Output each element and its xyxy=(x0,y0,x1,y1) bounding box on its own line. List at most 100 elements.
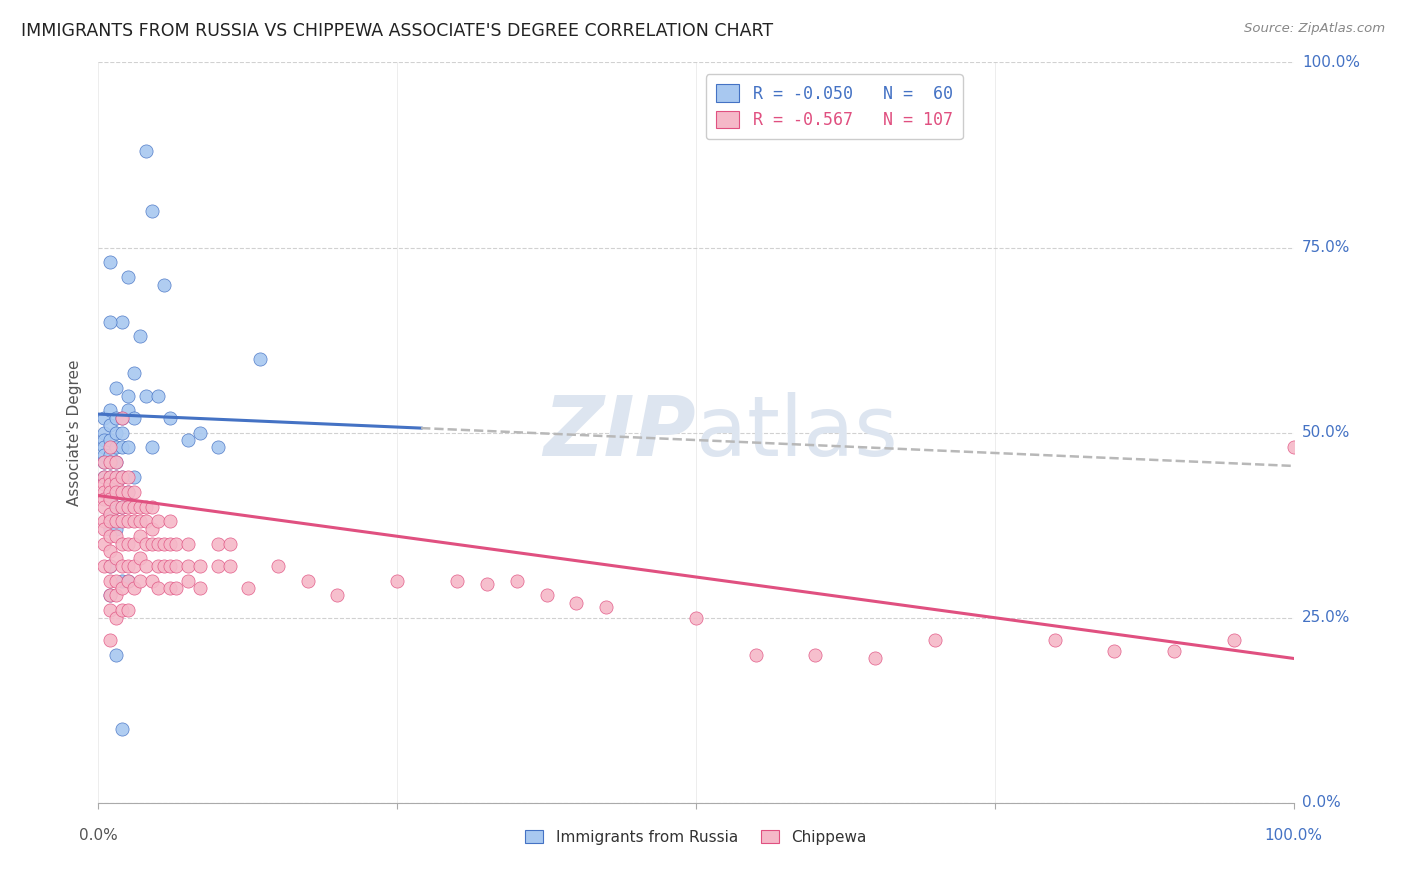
Point xyxy=(326,589,349,603)
Point xyxy=(111,500,134,514)
Point xyxy=(506,574,529,588)
Point xyxy=(117,484,139,499)
Point xyxy=(105,425,128,440)
Point xyxy=(117,558,139,573)
Point xyxy=(93,448,115,462)
Point xyxy=(135,145,157,159)
Point xyxy=(105,551,128,566)
Point xyxy=(1223,632,1246,647)
Point xyxy=(98,544,122,558)
Point xyxy=(93,455,115,469)
Point xyxy=(93,500,115,514)
Point xyxy=(93,536,115,550)
Point xyxy=(117,470,139,484)
Point xyxy=(111,722,134,736)
Text: 25.0%: 25.0% xyxy=(1302,610,1350,625)
Point xyxy=(159,558,181,573)
Point xyxy=(135,500,157,514)
Point xyxy=(98,448,122,462)
Point xyxy=(1282,441,1305,455)
Point xyxy=(207,558,229,573)
Point xyxy=(165,536,187,550)
Point xyxy=(117,484,139,499)
Point xyxy=(159,536,181,550)
Point xyxy=(148,581,170,595)
Point xyxy=(117,270,139,285)
Point xyxy=(129,329,152,343)
Point xyxy=(124,470,146,484)
Y-axis label: Associate's Degree: Associate's Degree xyxy=(67,359,83,506)
Point xyxy=(141,441,163,455)
Point xyxy=(93,515,115,529)
Point xyxy=(153,277,176,292)
Point xyxy=(267,558,290,573)
Point xyxy=(93,455,115,469)
Text: Source: ZipAtlas.com: Source: ZipAtlas.com xyxy=(1244,22,1385,36)
Point xyxy=(98,433,122,447)
Point xyxy=(98,507,122,521)
Point xyxy=(207,441,229,455)
Point xyxy=(188,425,211,440)
Point xyxy=(105,477,128,491)
Point xyxy=(1043,632,1066,647)
Point xyxy=(98,484,122,499)
Point xyxy=(297,574,319,588)
Point xyxy=(98,492,122,507)
Point xyxy=(111,515,134,529)
Point xyxy=(148,558,170,573)
Point xyxy=(475,577,498,591)
Point xyxy=(105,455,128,469)
Point xyxy=(111,558,134,573)
Point xyxy=(117,603,139,617)
Point xyxy=(111,574,134,588)
Point xyxy=(105,515,128,529)
Point xyxy=(159,581,181,595)
Point xyxy=(117,574,139,588)
Point xyxy=(129,500,152,514)
Point xyxy=(111,500,134,514)
Point xyxy=(745,648,768,662)
Point xyxy=(385,574,409,588)
Point xyxy=(93,441,115,455)
Text: 0.0%: 0.0% xyxy=(79,828,118,843)
Point xyxy=(93,484,115,499)
Point xyxy=(98,455,122,469)
Point xyxy=(93,470,115,484)
Point xyxy=(565,596,588,610)
Text: 50.0%: 50.0% xyxy=(1302,425,1350,440)
Point xyxy=(159,515,181,529)
Point xyxy=(177,433,200,447)
Point xyxy=(111,314,134,328)
Point xyxy=(105,381,128,395)
Point xyxy=(219,536,242,550)
Point xyxy=(105,410,128,425)
Point xyxy=(124,500,146,514)
Point xyxy=(105,648,128,662)
Point xyxy=(111,581,134,595)
Point xyxy=(98,589,122,603)
Point xyxy=(129,551,152,566)
Point xyxy=(236,581,259,595)
Point xyxy=(117,403,139,417)
Point xyxy=(98,515,122,529)
Point xyxy=(804,648,827,662)
Point xyxy=(177,558,200,573)
Point xyxy=(148,536,170,550)
Point xyxy=(98,484,122,499)
Point xyxy=(124,536,146,550)
Point xyxy=(153,536,176,550)
Point xyxy=(98,558,122,573)
Legend: Immigrants from Russia, Chippewa: Immigrants from Russia, Chippewa xyxy=(519,823,873,851)
Point xyxy=(111,410,134,425)
Point xyxy=(188,558,211,573)
Text: atlas: atlas xyxy=(696,392,897,473)
Point xyxy=(117,441,139,455)
Point xyxy=(865,651,887,665)
Point xyxy=(219,558,242,573)
Point xyxy=(98,574,122,588)
Point xyxy=(685,610,707,624)
Text: 75.0%: 75.0% xyxy=(1302,240,1350,255)
Text: 100.0%: 100.0% xyxy=(1264,828,1323,843)
Point xyxy=(124,558,146,573)
Point xyxy=(98,418,122,433)
